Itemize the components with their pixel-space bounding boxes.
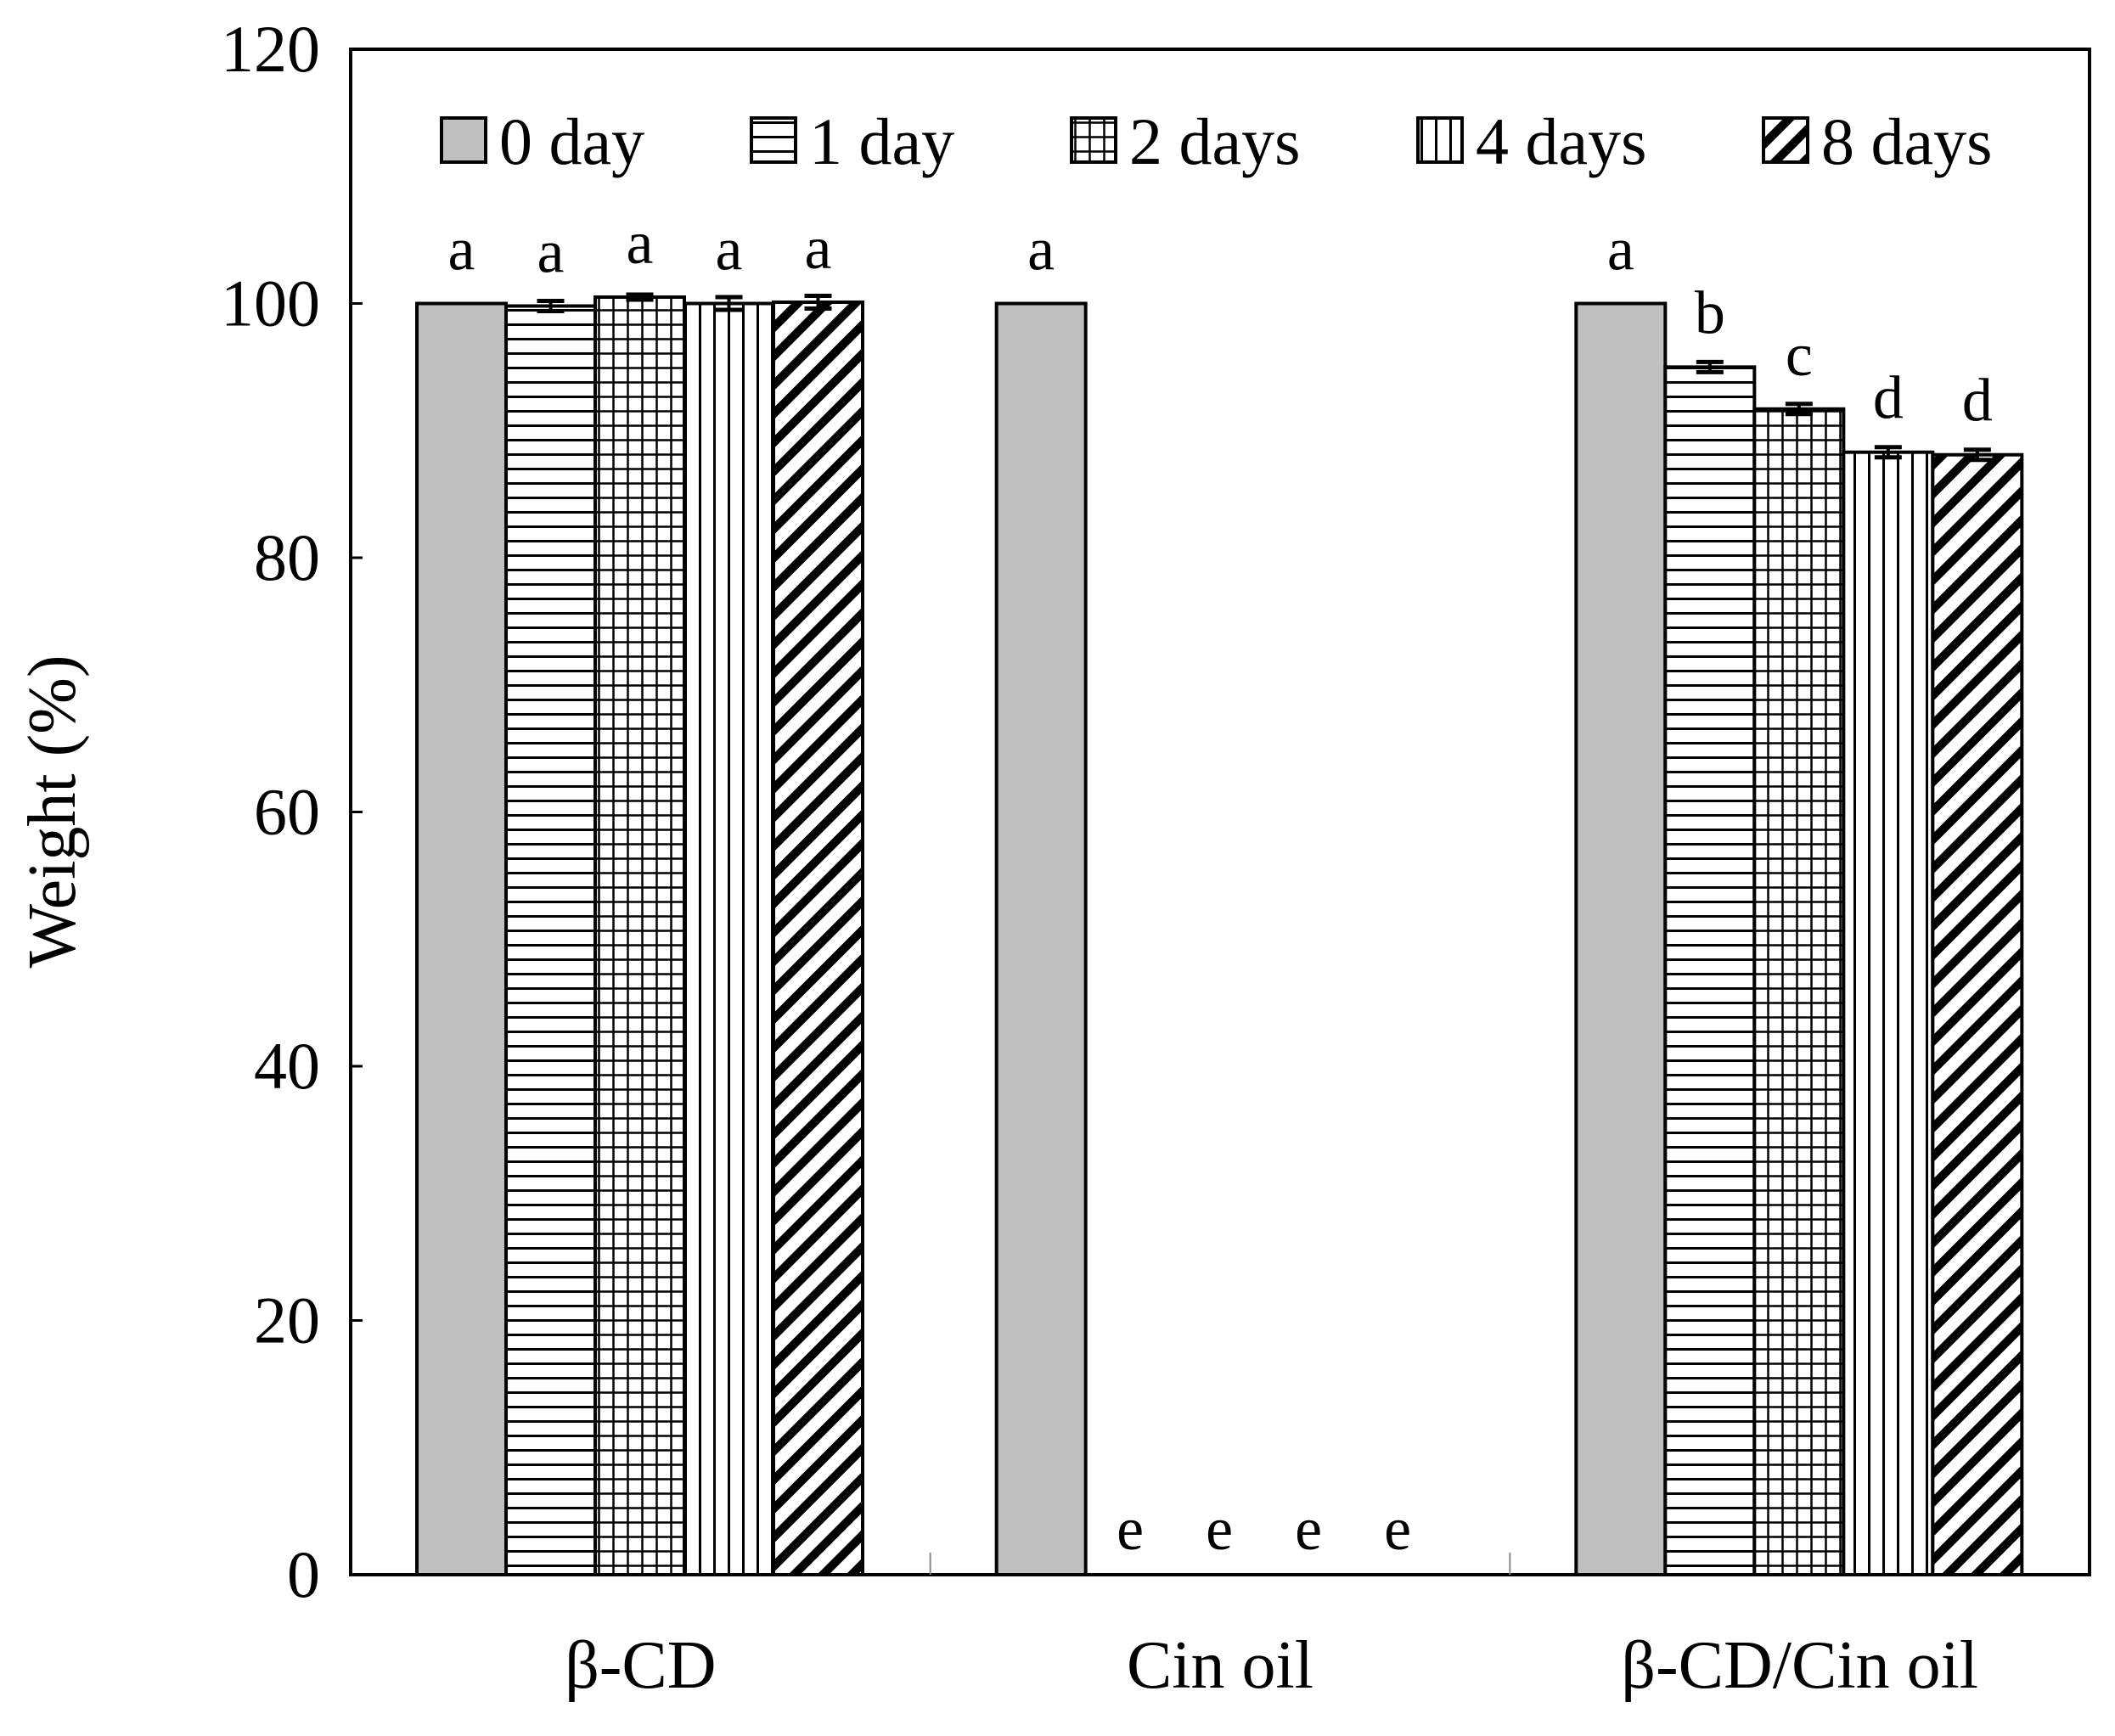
legend-swatch — [1070, 116, 1117, 164]
legend-label: 0 day — [499, 104, 644, 178]
significance-label: a — [448, 216, 475, 284]
y-tick-label: 120 — [221, 12, 320, 86]
y-axis-label: Weight (%) — [15, 655, 90, 969]
x-category-label: Cin oil — [1127, 1628, 1313, 1703]
legend-label: 8 days — [1821, 104, 1992, 178]
y-tick-label: 0 — [287, 1537, 320, 1611]
significance-label: b — [1695, 278, 1725, 346]
significance-label: a — [627, 209, 654, 277]
bar — [1931, 452, 2024, 1576]
bar — [1574, 301, 1668, 1576]
significance-label: e — [1206, 1495, 1233, 1563]
bar — [504, 304, 597, 1576]
bar — [1842, 450, 1935, 1576]
significance-label: a — [1027, 216, 1055, 284]
significance-label: a — [537, 217, 565, 285]
legend-label: 2 days — [1129, 104, 1300, 178]
bar — [593, 295, 686, 1577]
bar — [1663, 365, 1757, 1576]
bar — [1752, 407, 1846, 1577]
bar — [683, 301, 775, 1576]
significance-label: a — [1607, 216, 1634, 284]
legend-label: 4 days — [1476, 104, 1646, 178]
legend-swatch — [1762, 116, 1809, 164]
y-tick-label: 20 — [254, 1284, 320, 1357]
legend-swatch — [1416, 116, 1464, 164]
significance-label: a — [805, 214, 832, 282]
x-category-label: β-CD/Cin oil — [1621, 1628, 1978, 1703]
bar — [772, 301, 864, 1577]
significance-label: e — [1117, 1495, 1144, 1563]
x-category-label: β-CD — [565, 1628, 716, 1703]
significance-label: d — [1873, 364, 1904, 432]
significance-label: d — [1962, 367, 1993, 435]
legend: 0 day 1 day 2 days 4 days 8 days — [440, 104, 1992, 178]
y-tick-label: 40 — [254, 1029, 320, 1103]
y-axis: 0 20 40 60 80 100 120 — [221, 12, 363, 1611]
significance-label: e — [1384, 1495, 1411, 1563]
y-tick-label: 80 — [254, 520, 320, 594]
significance-label: e — [1295, 1495, 1322, 1563]
bar — [415, 301, 508, 1576]
legend-swatch — [750, 116, 797, 164]
legend-label: 1 day — [809, 104, 954, 178]
significance-label: c — [1786, 321, 1813, 389]
legend-swatch — [440, 116, 487, 164]
significance-label: a — [716, 216, 743, 284]
y-tick-label: 60 — [254, 775, 320, 849]
y-tick-label: 100 — [221, 267, 320, 340]
bar — [994, 301, 1088, 1576]
x-axis: β-CD Cin oil β-CD/Cin oil — [565, 1553, 1978, 1703]
